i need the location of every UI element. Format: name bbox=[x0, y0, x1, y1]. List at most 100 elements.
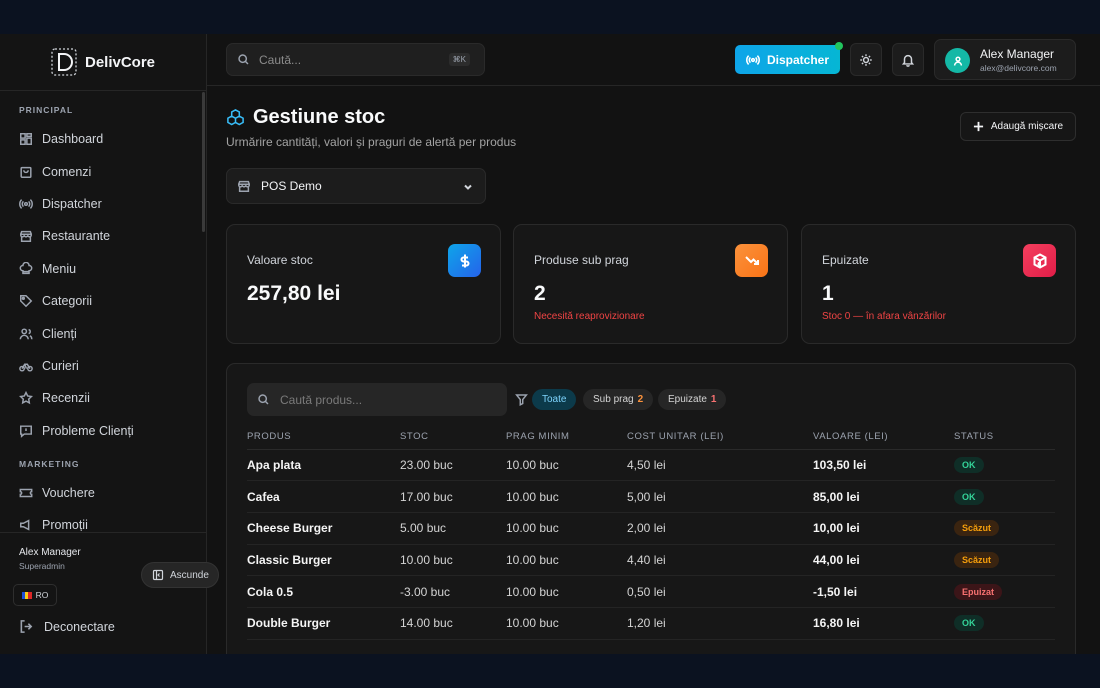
stock-cell: 17.00 buc bbox=[400, 480, 506, 513]
min-threshold-cell: 10.00 buc bbox=[506, 512, 627, 545]
stock-cell: -3.00 buc bbox=[400, 575, 506, 608]
sidebar-item-comenzi[interactable]: Comenzi bbox=[0, 155, 206, 187]
topbar: Caută... ⌘K Dispatcher Alex Manager alex… bbox=[207, 34, 1100, 86]
sidebar-item-label: Comenzi bbox=[42, 164, 92, 179]
sidebar: DelivCore PRINCIPAL Dashboard Comenzi Di… bbox=[0, 34, 219, 654]
product-search-placeholder: Caută produs... bbox=[280, 392, 363, 407]
sidebar-item-label: Probleme Clienți bbox=[42, 423, 134, 438]
table-row[interactable]: Classic Burger 10.00 buc 10.00 buc 4,40 lei… bbox=[247, 544, 1055, 577]
unit-cost-cell: 1,20 lei bbox=[627, 607, 813, 640]
sidebar-item-dashboard[interactable]: Dashboard bbox=[0, 123, 206, 155]
trend-down-icon bbox=[735, 244, 768, 277]
hide-sidebar-button[interactable]: Ascunde bbox=[141, 562, 219, 588]
status-cell: OK bbox=[954, 449, 1055, 482]
bell-icon bbox=[901, 54, 915, 67]
global-search-input[interactable]: Caută... ⌘K bbox=[226, 43, 485, 76]
min-threshold-cell: 10.00 buc bbox=[506, 544, 627, 577]
card-label: Valoare stoc bbox=[247, 253, 313, 267]
ticket-icon bbox=[19, 488, 33, 498]
card-note: Stoc 0 — în afara vânzărilor bbox=[822, 311, 946, 322]
column-header[interactable]: VALOARE (LEI) bbox=[813, 424, 954, 450]
table-row[interactable]: Apa plata 23.00 buc 10.00 buc 4,50 lei 103,5… bbox=[247, 449, 1055, 482]
page-title-text: Gestiune stoc bbox=[253, 106, 386, 128]
user-email: alex@delivcore.com bbox=[980, 63, 1057, 73]
section-label-marketing: MARKETING bbox=[19, 458, 80, 469]
min-threshold-cell: 10.00 buc bbox=[506, 449, 627, 482]
sidebar-scrollbar[interactable] bbox=[202, 92, 205, 232]
location-select[interactable]: POS Demo bbox=[226, 168, 486, 204]
search-icon bbox=[258, 394, 269, 405]
user-name: Alex Manager bbox=[980, 47, 1055, 61]
table-row[interactable]: Cola 0.5 -3.00 buc 10.00 buc 0,50 lei -1,50 … bbox=[247, 575, 1055, 608]
column-header[interactable]: PRAG MINIM bbox=[506, 424, 627, 450]
dispatcher-button[interactable]: Dispatcher bbox=[735, 45, 840, 74]
app-shell: DelivCore PRINCIPAL Dashboard Comenzi Di… bbox=[0, 34, 1100, 654]
column-header[interactable]: PRODUS bbox=[247, 424, 400, 450]
column-header[interactable]: STOC bbox=[400, 424, 506, 450]
sidebar-item-label: Dispatcher bbox=[42, 196, 102, 211]
sidebar-item-label: Recenzii bbox=[42, 391, 90, 406]
brand-logo[interactable]: DelivCore bbox=[0, 34, 206, 91]
sidebar-item-restaurante[interactable]: Restaurante bbox=[0, 220, 206, 252]
search-placeholder: Caută... bbox=[259, 52, 302, 67]
dispatcher-label: Dispatcher bbox=[766, 52, 830, 67]
status-cell: OK bbox=[954, 480, 1055, 513]
sidebar-item-categorii[interactable]: Categorii bbox=[0, 285, 206, 317]
notifications-button[interactable] bbox=[892, 43, 924, 76]
add-movement-button[interactable]: Adaugă mișcare bbox=[960, 112, 1076, 141]
unit-cost-cell: 4,40 lei bbox=[627, 544, 813, 577]
table-row[interactable]: Cheese Burger 5.00 buc 10.00 buc 2,00 lei 10… bbox=[247, 512, 1055, 545]
table-row[interactable]: Cafea 17.00 buc 10.00 buc 5,00 lei 85,00 lei… bbox=[247, 480, 1055, 513]
stock-cell: 5.00 buc bbox=[400, 512, 506, 545]
user-menu[interactable]: Alex Manager alex@delivcore.com bbox=[934, 39, 1076, 80]
sidebar-item-label: Curieri bbox=[42, 358, 79, 373]
column-header[interactable]: STATUS bbox=[954, 424, 1055, 450]
sidebar-item-promotii[interactable]: Promoții bbox=[0, 509, 206, 531]
avatar bbox=[945, 48, 970, 73]
status-cell: Scăzut bbox=[954, 544, 1055, 577]
sidebar-item-recenzii[interactable]: Recenzii bbox=[0, 382, 206, 414]
status-badge: OK bbox=[954, 456, 984, 473]
product-search-input[interactable]: Caută produs... bbox=[247, 383, 507, 416]
stat-card-stock-value: Valoare stoc 257,80 lei bbox=[226, 224, 501, 344]
product-cell: Apa plata bbox=[247, 449, 400, 482]
card-value: 2 bbox=[534, 282, 546, 305]
sidebar-item-vouchere[interactable]: Vouchere bbox=[0, 477, 206, 509]
value-cell: 85,00 lei bbox=[813, 480, 954, 513]
language-label: RO bbox=[35, 590, 49, 600]
language-switcher[interactable]: RO bbox=[13, 584, 57, 606]
status-badge: Scăzut bbox=[954, 551, 1000, 568]
sidebar-item-meniu[interactable]: Meniu bbox=[0, 253, 206, 285]
column-header[interactable]: COST UNITAR (LEI) bbox=[627, 424, 813, 450]
logout-button[interactable]: Deconectare bbox=[19, 619, 115, 634]
filter-chip-all[interactable]: Toate bbox=[532, 389, 577, 410]
unit-cost-cell: 0,50 lei bbox=[627, 575, 813, 608]
filter-chip-below-threshold[interactable]: Sub prag 2 bbox=[583, 389, 654, 410]
min-threshold-cell: 10.00 buc bbox=[506, 607, 627, 640]
card-value: 1 bbox=[822, 282, 834, 305]
card-note: Necesită reaprovizionare bbox=[534, 311, 645, 322]
sidebar-item-clienti[interactable]: Clienți bbox=[0, 317, 206, 349]
theme-toggle-button[interactable] bbox=[850, 43, 882, 76]
sidebar-item-label: Meniu bbox=[42, 261, 77, 276]
filter-chip-count: 1 bbox=[710, 394, 717, 405]
sidebar-item-label: Restaurante bbox=[42, 229, 111, 244]
user-icon bbox=[953, 56, 962, 66]
location-select-value: POS Demo bbox=[261, 179, 322, 193]
footer-user-role: Superadmin bbox=[19, 561, 65, 571]
filter-chip-out-of-stock[interactable]: Epuizate 1 bbox=[658, 389, 727, 410]
value-cell: 10,00 lei bbox=[813, 512, 954, 545]
status-cell: Scăzut bbox=[954, 512, 1055, 545]
sidebar-item-probleme-clienti[interactable]: Probleme Clienți bbox=[0, 415, 206, 447]
store-icon bbox=[238, 180, 250, 192]
sidebar-item-curieri[interactable]: Curieri bbox=[0, 350, 206, 382]
sidebar-item-dispatcher[interactable]: Dispatcher bbox=[0, 188, 206, 220]
table-row[interactable]: Double Burger 14.00 buc 10.00 buc 1,20 lei 1… bbox=[247, 607, 1055, 640]
radio-icon bbox=[19, 199, 33, 209]
search-shortcut-hint: ⌘K bbox=[448, 53, 470, 66]
min-threshold-cell: 10.00 buc bbox=[506, 575, 627, 608]
box-x-icon bbox=[1023, 244, 1056, 277]
add-movement-label: Adaugă mișcare bbox=[990, 121, 1064, 132]
status-badge: OK bbox=[954, 615, 984, 632]
logout-icon bbox=[20, 620, 33, 633]
